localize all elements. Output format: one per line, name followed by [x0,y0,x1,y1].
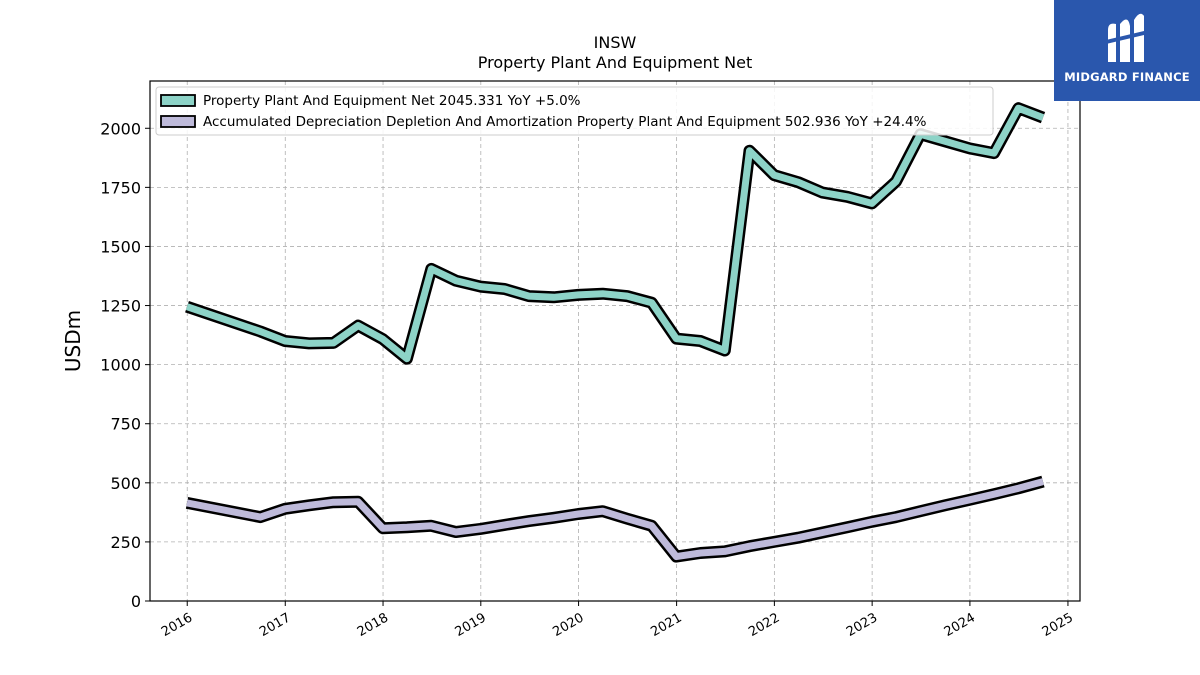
y-tick-label: 1000 [100,356,141,375]
plot-frame [149,80,1081,602]
legend-box [155,86,994,136]
legend-label-accumulated-depreciation: Accumulated Depreciation Depletion And A… [203,114,927,130]
y-axis-label: USDm [61,310,85,372]
midgard-logo-icon [1106,13,1148,63]
legend-swatch-accumulated-depreciation [160,115,196,128]
y-tick-label: 1750 [100,178,141,197]
midgard-finance-logo: MIDGARD FINANCE [1054,0,1200,101]
x-tick-label: 2016 [159,610,195,640]
logo-text: MIDGARD FINANCE [1064,70,1190,84]
x-tick-label: 2025 [1040,610,1076,640]
y-tick-label: 0 [131,592,141,611]
y-tick-label: 1250 [100,297,141,316]
chart-title: INSW [594,33,637,52]
legend-label-ppe-net: Property Plant And Equipment Net 2045.33… [203,93,581,109]
y-tick-label: 1500 [100,237,141,256]
series-line-ppe-net [185,104,1045,363]
y-tick-label: 500 [110,474,141,493]
x-tick-label: 2024 [942,610,978,640]
x-tick-label: 2023 [844,610,880,640]
legend: Property Plant And Equipment Net 2045.33… [155,86,994,136]
x-tick-label: 2017 [257,610,293,640]
legend-swatch-ppe-net [160,94,196,107]
x-tick-label: 2020 [550,610,586,640]
chart-subtitle: Property Plant And Equipment Net [478,53,753,72]
y-tick-label: 250 [110,533,141,552]
axis-ticks: 0 250 500 750 1000 1250 1500 1750 2000 2016 2017 20… [100,119,1076,640]
series-line-outline-accumulated-depreciation [185,475,1045,563]
series-layer [185,102,1046,563]
y-tick-label: 750 [110,415,141,434]
x-tick-label: 2021 [648,610,684,640]
series-line-accumulated-depreciation [186,478,1044,561]
x-tick-label: 2022 [746,610,782,640]
x-tick-label: 2018 [355,610,391,640]
y-tick-label: 2000 [100,119,141,138]
x-tick-label: 2019 [453,610,489,640]
